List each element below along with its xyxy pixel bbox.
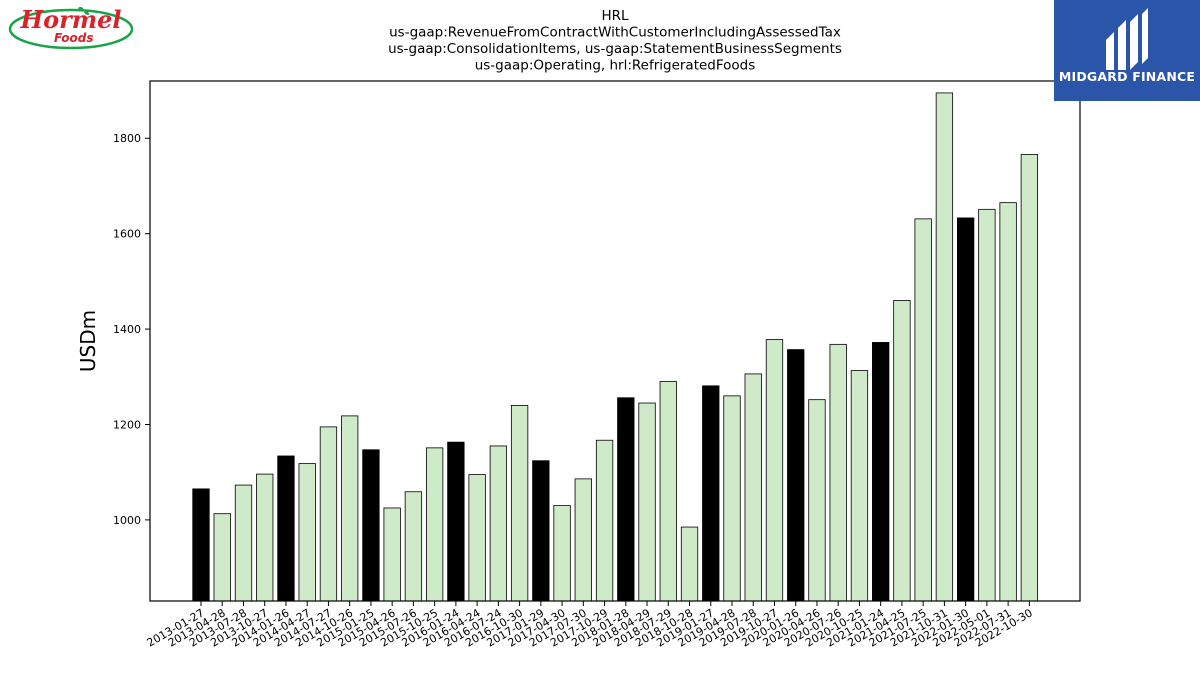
bar-2016-01-24 [447,441,465,602]
bar-2019-07-28 [744,373,762,602]
bar-2017-04-30 [553,505,571,602]
bar-2022-05-01 [978,208,996,602]
logo-brand-text: Hormel [20,5,122,34]
bar-2017-10-29 [595,439,614,602]
bar-2018-04-29 [638,402,656,602]
bar-2015-04-26 [383,507,401,602]
y-tick-label: 1200 [113,418,141,431]
y-tick-label: 1600 [113,228,141,241]
title-line-4: us-gaap:Operating, hrl:RefrigeratedFoods [475,58,756,74]
y-axis: 1000 1200 1400 1600 1800 [113,132,150,527]
bar-2017-01-29 [532,460,550,602]
bar-2013-04-28 [213,513,231,602]
plot-frame [149,80,1081,602]
title-line-3: us-gaap:ConsolidationItems, us-gaap:Stat… [388,41,842,57]
y-tick-label: 1000 [113,514,141,527]
bars-group [192,92,1039,602]
bar-2014-07-27 [319,426,338,602]
bar-2021-01-24 [872,342,890,602]
bar-2013-01-27 [192,488,210,602]
bar-2016-04-24 [468,474,486,602]
bar-2014-01-26 [277,455,295,602]
bar-2013-07-28 [234,484,253,602]
bar-2016-07-24 [489,445,508,602]
x-axis: 2013-01-272013-04-282013-07-282013-10-27… [145,601,1035,650]
bar-2018-07-29 [659,381,677,602]
bar-2019-10-27 [765,339,784,602]
bar-2021-10-31 [935,92,954,602]
bar-2022-01-30 [956,217,975,602]
y-tick-label: 1400 [113,323,141,336]
bar-2013-10-27 [256,473,274,602]
y-tick-label: 1800 [113,132,141,145]
bar-2017-07-30 [574,478,592,602]
bar-2022-10-30 [1020,154,1039,602]
bar-2020-04-26 [808,399,826,602]
bar-2020-07-26 [829,343,847,602]
bar-2014-10-26 [341,415,359,602]
bar-2018-10-28 [680,526,699,602]
chart-title: HRL us-gaap:RevenueFromContractWithCusto… [388,8,842,74]
midgard-mark-icon [1106,8,1148,70]
bar-2022-07-31 [999,202,1017,602]
logo-oval-icon [8,6,134,50]
bar-2019-04-28 [723,395,741,602]
y-axis-label: USDm [76,310,100,372]
midgard-finance-logo: MIDGARD FINANCE [1054,0,1200,101]
bar-2021-04-25 [893,300,911,602]
midgard-finance-text: MIDGARD FINANCE [1058,69,1196,84]
bar-2020-10-25 [850,370,869,602]
bar-2015-01-25 [362,449,380,602]
bar-2020-01-26 [787,349,805,602]
hormel-foods-logo: Hormel Foods [8,6,134,50]
logo-sub-text: Foods [54,31,94,45]
bar-2019-01-27 [702,385,720,602]
bar-2015-10-25 [425,447,444,602]
bar-2014-04-27 [298,463,316,602]
bar-2018-01-28 [617,397,635,602]
bar-2015-07-26 [404,491,423,602]
title-line-2: us-gaap:RevenueFromContractWithCustomerI… [389,25,841,41]
title-line-1: HRL [601,8,629,24]
bar-2021-07-25 [914,218,932,602]
bar-2016-10-30 [510,404,529,602]
